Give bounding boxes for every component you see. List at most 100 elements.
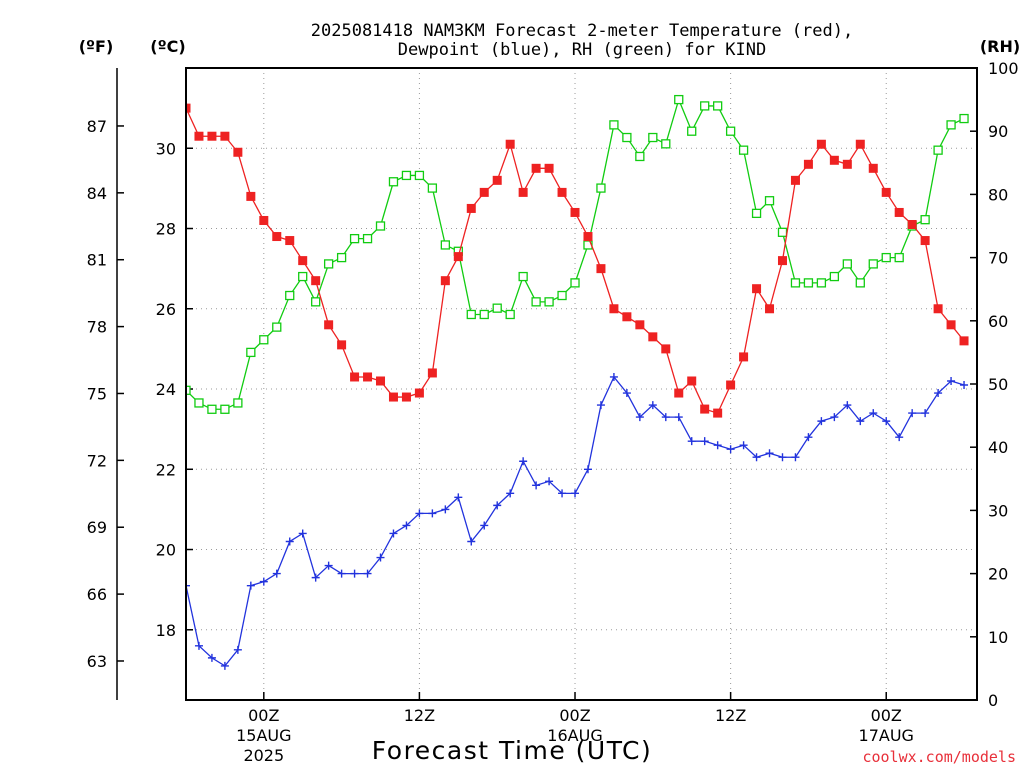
temperature-point (324, 320, 334, 330)
temperature-point (635, 320, 645, 330)
rh-point (790, 278, 801, 288)
time-tick-label: 12Z (715, 706, 746, 725)
rh-point (285, 290, 295, 301)
rh-point (336, 252, 347, 263)
dewpoint-point (467, 537, 476, 546)
rh-point (375, 221, 386, 231)
dewpoint-point (506, 489, 515, 498)
celsius-tick-label: 28 (156, 220, 176, 239)
dewpoint-point (233, 645, 242, 654)
rh-point (298, 271, 308, 282)
celsius-axis-label: (ºC) (150, 37, 185, 56)
rh-point (311, 297, 321, 307)
temperature-point (363, 372, 373, 382)
rh-axis-ticks: 0 10 20 30 40 50 60 70 80 90 100 (970, 59, 1019, 710)
dewpoint-point (596, 401, 605, 410)
dewpoint-point (947, 376, 956, 385)
dewpoint-point (674, 413, 683, 422)
rh-point (557, 290, 567, 301)
fahrenheit-tick-label: 75 (87, 384, 107, 403)
dewpoint-point (532, 481, 541, 490)
rh-point (829, 271, 840, 282)
dewpoint-point (428, 509, 437, 518)
dewpoint-point (376, 553, 385, 562)
dewpoint-point (739, 441, 748, 450)
rh-point (894, 252, 904, 263)
dewpoint-point (545, 477, 554, 486)
dewpoint-point (272, 569, 281, 578)
dewpoint-point (480, 521, 489, 530)
celsius-tick-label: 20 (156, 541, 176, 560)
rh-point (751, 208, 762, 219)
temperature-point (933, 304, 943, 314)
fahrenheit-tick-label: 63 (87, 652, 107, 671)
temperature-point (907, 219, 917, 229)
rh-point (881, 252, 891, 263)
rh-point (401, 170, 412, 181)
temperature-point (816, 139, 826, 149)
fahrenheit-axis-label: (ºF) (79, 37, 114, 56)
fahrenheit-tick-label: 81 (87, 251, 107, 270)
temperature-point (453, 252, 463, 262)
rh-point (609, 120, 619, 130)
dewpoint-point (700, 437, 709, 446)
temperature-point (842, 159, 852, 169)
dewpoint-point (558, 489, 567, 498)
temperature-point (674, 388, 684, 398)
rh-point (531, 297, 541, 307)
dewpoint-line (186, 375, 965, 667)
celsius-tick-label: 24 (156, 380, 176, 399)
dewpoint-point (713, 441, 722, 450)
rh-point (622, 132, 632, 143)
dewpoint-point (337, 569, 346, 578)
temperature-point (894, 207, 904, 217)
rh-point (272, 322, 282, 332)
rh-tick-label: 0 (988, 691, 998, 710)
dewpoint-point (324, 561, 333, 570)
series-plot-area (186, 94, 969, 670)
rh-point (414, 170, 425, 181)
rh-tick-label: 70 (988, 249, 1008, 268)
rh-point (700, 101, 710, 111)
dewpoint-point (493, 501, 502, 510)
temperature-point (752, 284, 762, 294)
rh-point (349, 233, 360, 244)
rh-tick-label: 50 (988, 375, 1008, 394)
time-tick-date: 15AUG (236, 726, 291, 745)
rh-tick-label: 80 (988, 185, 1008, 204)
rh-point (466, 309, 476, 320)
temperature-point (401, 392, 411, 402)
dewpoint-point (778, 453, 787, 462)
temperature-point (661, 344, 671, 354)
rh-series (186, 94, 969, 414)
temperature-point (350, 372, 360, 382)
plot-frame (185, 67, 978, 701)
rh-point (518, 271, 528, 282)
title-block: 2025081418 NAM3KM Forecast 2-meter Tempe… (311, 21, 853, 60)
temperature-point (376, 376, 386, 386)
dewpoint-point (895, 433, 904, 442)
temperature-point (479, 187, 489, 197)
dewpoint-point (622, 389, 631, 398)
temperature-point (311, 276, 321, 286)
rh-tick-label: 100 (988, 59, 1019, 78)
dewpoint-point (246, 581, 255, 590)
rh-tick-label: 20 (988, 565, 1008, 584)
rh-point (570, 278, 580, 288)
rh-tick-label: 60 (988, 312, 1008, 331)
rh-point (842, 259, 852, 269)
rh-point (816, 278, 827, 288)
fahrenheit-tick-label: 72 (87, 451, 107, 470)
dewpoint-point (856, 417, 865, 426)
rh-point (194, 398, 204, 408)
temperature-point (544, 163, 554, 173)
dewpoint-point (830, 413, 839, 422)
rh-axis-label: (RH) (980, 37, 1020, 56)
time-tick-label: 00Z (871, 706, 902, 725)
temperature-point (855, 139, 865, 149)
rh-point (648, 132, 658, 143)
temperature-point (609, 304, 619, 314)
rh-point (738, 145, 749, 155)
celsius-tick-label: 26 (156, 300, 176, 319)
